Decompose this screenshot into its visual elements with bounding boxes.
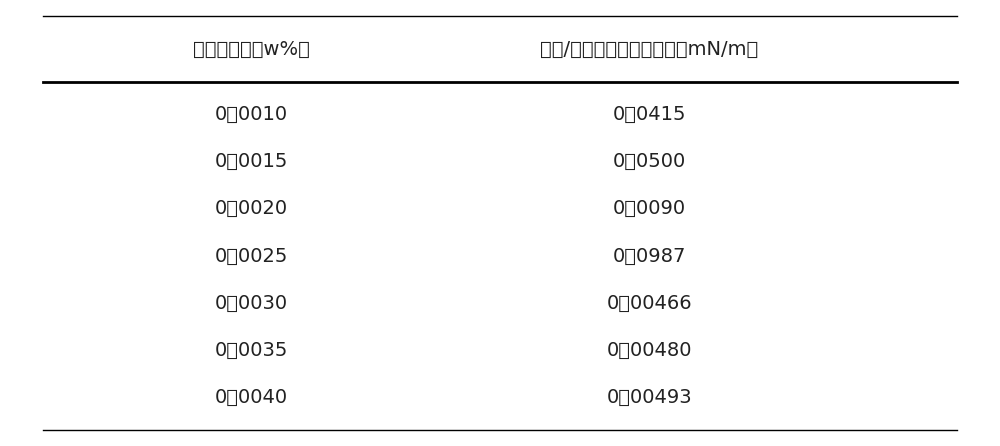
Text: 0．00493: 0．00493	[606, 388, 692, 407]
Text: 0．0025: 0．0025	[215, 247, 288, 265]
Text: 0．0500: 0．0500	[613, 152, 686, 171]
Text: 0．0987: 0．0987	[612, 247, 686, 265]
Text: 0．0415: 0．0415	[612, 105, 686, 124]
Text: 0．0015: 0．0015	[215, 152, 288, 171]
Text: 0．0040: 0．0040	[215, 388, 288, 407]
Text: 驱油剂浓度（w%）: 驱油剂浓度（w%）	[193, 40, 310, 58]
Text: 0．0030: 0．0030	[215, 294, 288, 313]
Text: 0．00480: 0．00480	[606, 341, 692, 360]
Text: 0．0090: 0．0090	[613, 199, 686, 219]
Text: 0．0035: 0．0035	[215, 341, 288, 360]
Text: 0．0010: 0．0010	[215, 105, 288, 124]
Text: 0．00466: 0．00466	[606, 294, 692, 313]
Text: 0．0020: 0．0020	[215, 199, 288, 219]
Text: 原油/地层水之间界面张力（mN/m）: 原油/地层水之间界面张力（mN/m）	[540, 40, 758, 58]
